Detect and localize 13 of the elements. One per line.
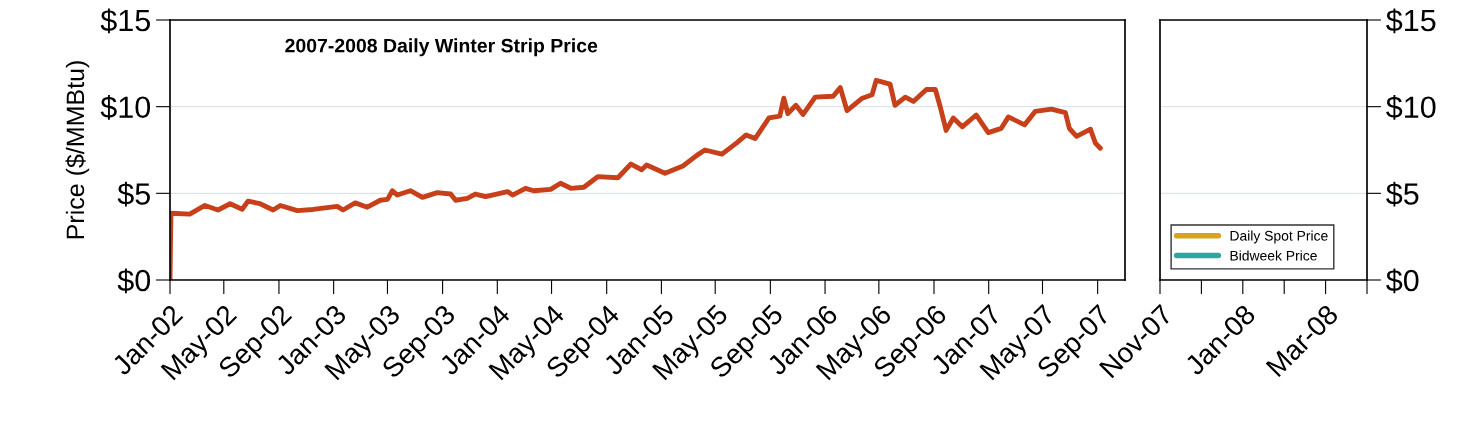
y-tick-label: $15 xyxy=(100,8,150,34)
legend-label: Daily Spot Price xyxy=(1230,230,1328,244)
text: 2007-2008 Daily Winter Strip Price xyxy=(285,38,598,57)
y-tick-label: $0 xyxy=(1386,268,1419,294)
y-tick-label: $0 xyxy=(117,268,151,294)
y-tick-label: $10 xyxy=(100,95,151,120)
y-tick-label: $5 xyxy=(1386,181,1419,207)
y-tick-label: $15 xyxy=(1386,8,1436,34)
y-tick-label: $5 xyxy=(117,181,150,207)
y-tick-label: $10 xyxy=(1386,95,1436,120)
legend-label: Bidweek Price xyxy=(1230,250,1317,261)
y-axis-title: Price ($/MMBtu) xyxy=(65,61,90,239)
line-series xyxy=(170,77,1103,280)
